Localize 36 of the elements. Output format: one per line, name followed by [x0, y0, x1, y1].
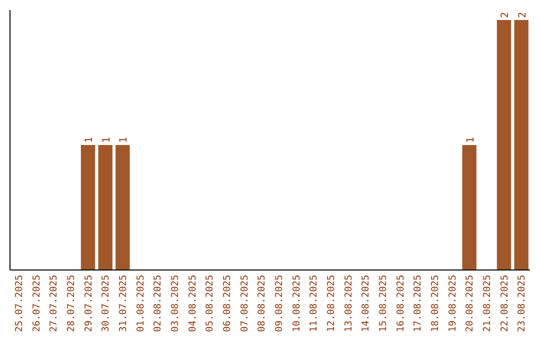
x-tick-label: 12.08.2025	[326, 274, 337, 332]
x-tick-label: 16.08.2025	[395, 274, 406, 332]
x-tick-label: 18.08.2025	[430, 274, 441, 332]
x-tick-label: 10.08.2025	[291, 274, 302, 332]
x-tick-label: 28.07.2025	[66, 274, 77, 332]
data-label: 2	[500, 12, 511, 18]
x-tick-label: 26.07.2025	[31, 274, 42, 332]
x-tick-label: 04.08.2025	[187, 274, 198, 332]
x-tick-label: 17.08.2025	[412, 274, 424, 332]
data-label: 1	[465, 136, 476, 143]
x-tick-label: 02.08.2025	[152, 274, 164, 332]
x-tick-label: 14.08.2025	[360, 274, 372, 332]
x-tick-label: 20.08.2025	[464, 274, 476, 332]
x-tick-label: 08.08.2025	[256, 274, 268, 332]
x-tick-label: 11.08.2025	[308, 274, 320, 332]
x-tick-label: 15.08.2025	[378, 274, 389, 332]
x-tick-label: 31.07.2025	[118, 274, 129, 332]
data-label: 2	[517, 12, 528, 18]
x-tick-label: 30.07.2025	[100, 274, 112, 332]
x-tick-label: 01.08.2025	[135, 274, 146, 332]
x-tick-label: 29.07.2025	[83, 274, 94, 332]
x-tick-label: 03.08.2025	[170, 274, 181, 332]
data-label: 1	[101, 136, 112, 143]
x-tick-label: 19.08.2025	[447, 274, 458, 332]
x-tick-label: 09.08.2025	[274, 274, 285, 332]
data-label: 1	[84, 136, 95, 143]
x-tick-label: 13.08.2025	[343, 274, 354, 332]
x-tick-label: 25.07.2025	[14, 274, 25, 332]
x-tick-label: 27.07.2025	[48, 274, 60, 332]
data-label: 1	[118, 136, 130, 143]
x-tick-label: 05.08.2025	[204, 274, 216, 332]
x-tick-label: 07.08.2025	[239, 274, 250, 332]
x-tick-label: 06.08.2025	[222, 274, 233, 332]
x-tick-label: 23.08.2025	[516, 274, 528, 332]
x-tick-label: 21.08.2025	[482, 274, 493, 332]
x-tick-label: 22.08.2025	[499, 274, 510, 332]
